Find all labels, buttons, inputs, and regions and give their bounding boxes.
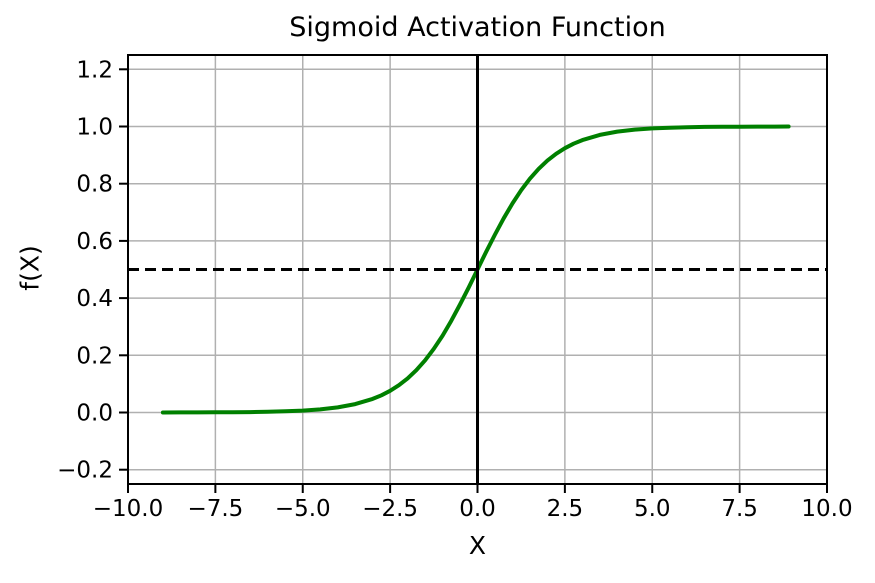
- x-tick-label: −10.0: [93, 496, 163, 522]
- y-axis-label: f(X): [15, 245, 45, 291]
- y-tick-label: 0.6: [76, 229, 113, 255]
- x-tick-label: −5.0: [275, 496, 331, 522]
- x-tick-label: 0.0: [459, 496, 496, 522]
- x-tick-label: 7.5: [721, 496, 758, 522]
- y-tick-label: 1.0: [76, 115, 113, 141]
- y-tick-label: 0.8: [76, 172, 113, 198]
- y-tick-label: 0.0: [76, 401, 113, 427]
- y-tick-label: 1.2: [76, 57, 113, 83]
- y-tick-label: 0.4: [76, 286, 113, 312]
- x-tick-label: 10.0: [801, 496, 852, 522]
- y-tick-label: −0.2: [57, 458, 113, 484]
- x-axis-label: X: [468, 531, 487, 560]
- x-tick-label: 5.0: [634, 496, 671, 522]
- x-tick-label: −7.5: [187, 496, 243, 522]
- x-tick-label: 2.5: [547, 496, 584, 522]
- x-tick-label: −2.5: [362, 496, 418, 522]
- y-tick-label: 0.2: [76, 343, 113, 369]
- chart-title: Sigmoid Activation Function: [289, 12, 666, 43]
